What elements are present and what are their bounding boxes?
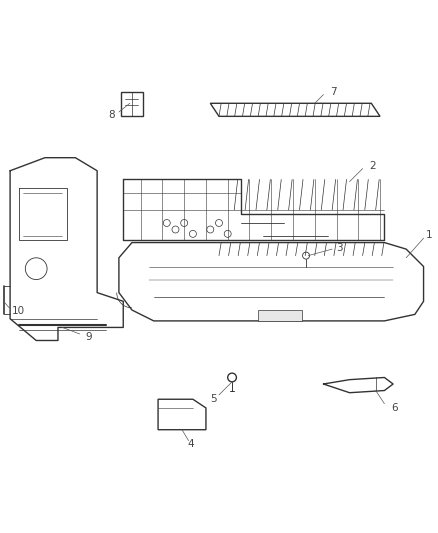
Text: 8: 8 [108, 110, 115, 120]
Text: 3: 3 [336, 243, 343, 253]
FancyBboxPatch shape [258, 310, 302, 321]
Text: 2: 2 [369, 160, 376, 171]
Text: 10: 10 [12, 306, 25, 316]
Text: 6: 6 [391, 403, 398, 413]
Text: 5: 5 [211, 394, 217, 404]
Text: 1: 1 [426, 230, 432, 240]
Text: 9: 9 [85, 332, 92, 342]
Text: 7: 7 [330, 86, 337, 96]
Text: 4: 4 [187, 439, 194, 449]
